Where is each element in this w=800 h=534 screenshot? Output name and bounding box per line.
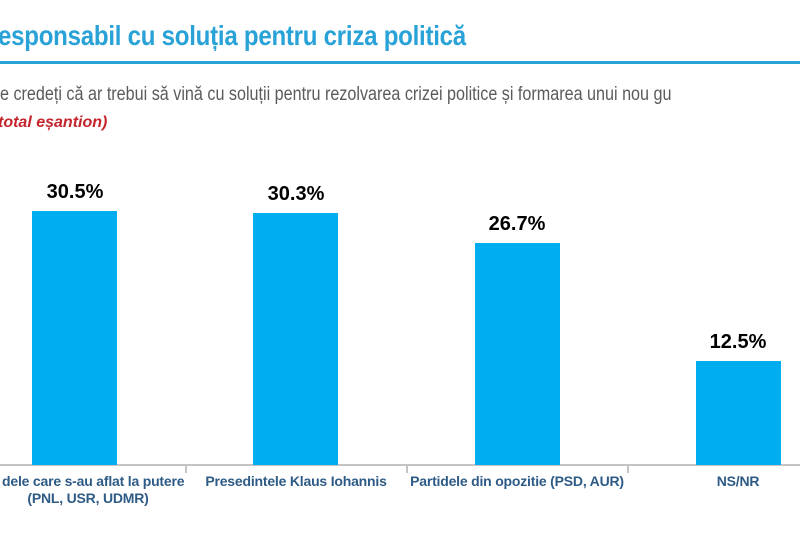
survey-question-text: e credeți că ar trebui să vină cu soluți… <box>0 84 672 105</box>
x-axis-tick <box>406 466 408 473</box>
value-label: 30.3% <box>267 182 325 205</box>
category-label-opposition-parties: Partidele din opozitie (PSD, AUR) <box>410 473 624 489</box>
category-label-ns-nr: NS/NR <box>716 473 760 489</box>
category-label-president-iohannis: Presedintele Klaus Iohannis <box>205 473 387 489</box>
x-axis-tick <box>185 466 187 473</box>
title-underline-rule <box>0 61 800 64</box>
category-label-parties-in-power-line1: dele care s-au aflat la putere <box>2 473 185 489</box>
value-label: 26.7% <box>488 212 546 235</box>
bar-ns-nr <box>696 361 781 465</box>
bar-opposition-parties <box>475 242 560 465</box>
x-axis-line <box>0 464 800 466</box>
x-axis-tick <box>627 466 629 473</box>
bar-parties-in-power <box>32 211 117 465</box>
bar-president-iohannis <box>253 212 338 465</box>
value-label: 12.5% <box>709 331 767 353</box>
slide-title: esponsabil cu soluția pentru criza polit… <box>0 20 466 51</box>
category-label-parties-in-power-line2: (PNL, USR, UDMR) <box>27 490 149 506</box>
value-label: 30.5% <box>46 181 104 204</box>
sample-note-text: total eșantion) <box>0 114 108 131</box>
